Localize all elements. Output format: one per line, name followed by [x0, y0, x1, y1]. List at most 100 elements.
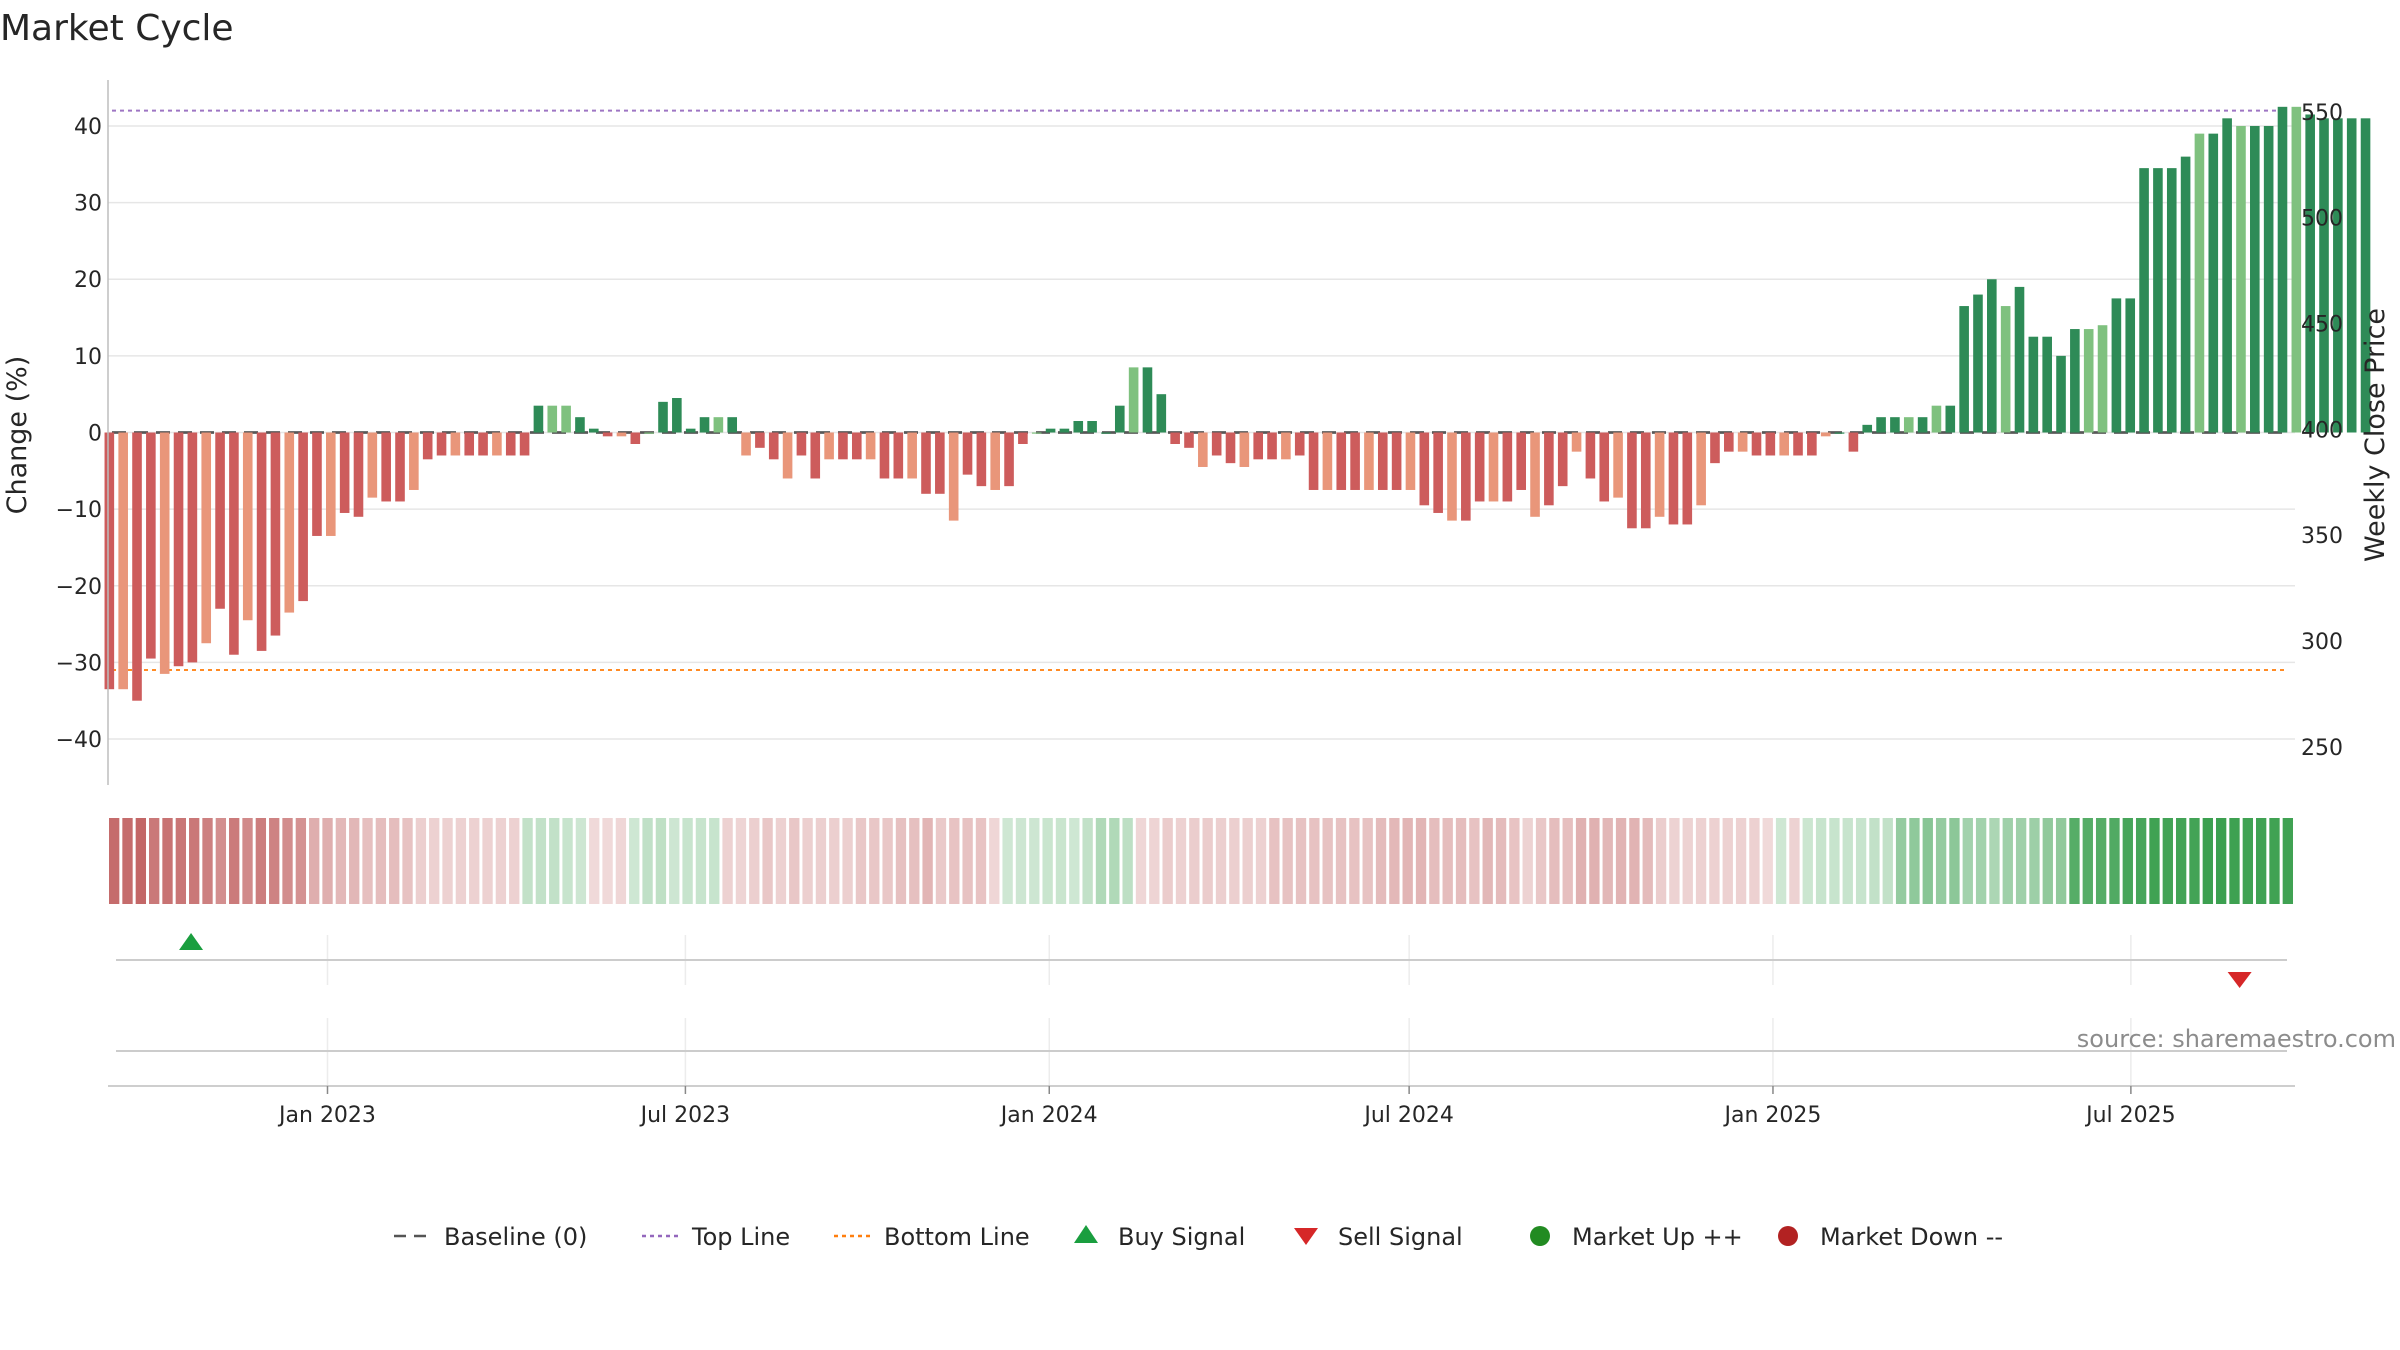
change-bar [962, 432, 973, 475]
change-bar [1945, 405, 1956, 433]
y-right-tick-label: 350 [2301, 524, 2343, 549]
heat-cell [629, 818, 640, 904]
heat-cell [522, 818, 533, 904]
heat-cell [895, 818, 907, 904]
change-bar [1336, 432, 1347, 490]
heat-cell [1775, 818, 1787, 904]
change-bar [588, 428, 599, 433]
change-bar [2305, 114, 2315, 433]
change-bar [1640, 432, 1651, 529]
change-bar [1710, 432, 1720, 464]
y-tick-label: 0 [88, 422, 102, 447]
x-tick-label: Jan 2025 [1723, 1103, 1822, 1128]
change-bar [810, 432, 821, 479]
heat-cell [589, 818, 600, 904]
change-bar [1682, 432, 1693, 525]
change-bar [505, 432, 516, 456]
heat-cell [255, 818, 267, 904]
change-bar [1890, 417, 1900, 433]
change-bar [1405, 432, 1416, 490]
change-bar [1903, 417, 1914, 433]
change-bar [1114, 405, 1125, 433]
heat-cell [1082, 818, 1093, 904]
change-bar [755, 432, 765, 448]
change-bar [699, 417, 710, 433]
change-bar [2153, 168, 2163, 433]
heat-cell [1269, 818, 1280, 904]
heat-cell [1535, 818, 1547, 904]
sell-signal-marker [2227, 972, 2252, 988]
change-bar [1018, 432, 1028, 444]
y-axis-right-label: Weekly Close Price [2360, 308, 2391, 562]
change-bar [2333, 118, 2343, 433]
heat-cell [269, 818, 280, 904]
heat-cell [2015, 818, 2027, 904]
heat-cell [1989, 818, 2000, 904]
change-bar [1087, 421, 1097, 433]
heat-cell [2269, 818, 2280, 904]
heat-cell [669, 818, 680, 904]
heat-cell [1602, 818, 1613, 904]
heat-cell [1882, 818, 1893, 904]
heat-cell [1109, 818, 1120, 904]
y-axis-label: Change (%) [2, 356, 33, 515]
heat-cell [2202, 818, 2213, 904]
change-bar [298, 432, 308, 602]
heat-cell [1309, 818, 1320, 904]
legend-label: Baseline (0) [444, 1223, 587, 1251]
y-right-tick-label: 550 [2301, 101, 2343, 126]
change-bar [1544, 432, 1554, 506]
legend-marker [1074, 1225, 1098, 1243]
change-bar [727, 417, 738, 433]
change-bar [450, 432, 461, 456]
change-bar [921, 432, 931, 494]
change-bar [1045, 428, 1056, 433]
heat-cell [1295, 818, 1307, 904]
change-bar [1267, 432, 1277, 460]
heat-cell [1482, 818, 1493, 904]
change-bar [2360, 118, 2371, 433]
change-bar [173, 432, 184, 667]
heat-cell [349, 818, 360, 904]
heat-cell [1362, 818, 1373, 904]
change-bar [1461, 432, 1471, 521]
change-bar [1765, 432, 1776, 456]
heat-cell [2229, 818, 2240, 904]
heat-cell [1242, 818, 1253, 904]
heat-cell [1562, 818, 1573, 904]
heat-cell [842, 818, 853, 904]
change-bar [339, 432, 350, 513]
heat-cell [1895, 818, 1907, 904]
change-bar [1211, 432, 1222, 456]
change-bar [2042, 336, 2052, 433]
axes: −40 −30 −20 −10 0 10 20 30 40 250 300 350 400 450 500 5… [56, 80, 2343, 785]
heat-cell [682, 818, 693, 904]
heat-cell [1122, 818, 1133, 904]
change-bar [741, 432, 751, 456]
heat-cell [815, 818, 827, 904]
x-tick-label: Jan 2024 [999, 1103, 1098, 1128]
change-bar [602, 432, 613, 437]
heat-cell [1415, 818, 1427, 904]
heat-cell [1442, 818, 1453, 904]
change-bar [547, 405, 558, 433]
change-bar [990, 432, 1001, 490]
legend-label: Market Down -- [1820, 1223, 2003, 1251]
heat-cell [362, 818, 373, 904]
heat-cell [1389, 818, 1400, 904]
heat-cell [495, 818, 507, 904]
heat-cell [2135, 818, 2147, 904]
change-bar [1447, 432, 1457, 521]
change-bar [658, 401, 668, 433]
heat-cell [1935, 818, 1947, 904]
heat-cell [1669, 818, 1680, 904]
heat-cell [2069, 818, 2080, 904]
heat-cell [1135, 818, 1147, 904]
heat-cell [615, 818, 627, 904]
change-bar [2208, 133, 2219, 433]
heat-cell [1069, 818, 1080, 904]
heat-cell [962, 818, 973, 904]
heat-cell [562, 818, 573, 904]
legend-marker [1778, 1226, 1798, 1246]
change-bar [768, 432, 779, 460]
